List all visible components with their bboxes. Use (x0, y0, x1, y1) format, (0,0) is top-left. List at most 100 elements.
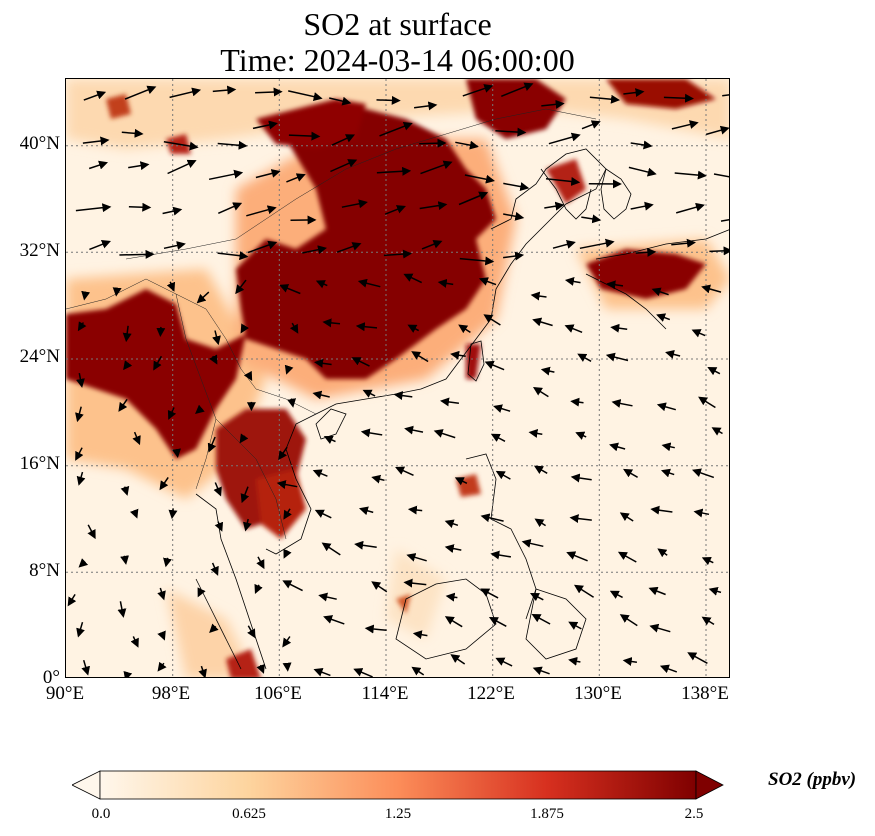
wind-arrow (212, 330, 221, 346)
map-subtitle-time: Time: 2024-03-14 06:00:00 (220, 42, 575, 78)
wind-arrow (659, 664, 678, 674)
wind-arrow (81, 659, 91, 676)
wind-arrow (196, 291, 210, 304)
wind-arrow (630, 140, 653, 150)
wind-arrow (564, 324, 583, 333)
so2-plume-layer (66, 79, 716, 677)
wind-arrow (360, 428, 383, 438)
wind-arrow (480, 588, 499, 599)
wind-arrow (276, 480, 298, 489)
wind-arrow (167, 407, 177, 420)
wind-arrow (75, 406, 84, 423)
wind-arrow (675, 202, 705, 214)
wind-arrow (663, 93, 694, 103)
wind-arrow (217, 202, 243, 214)
wind-arrow (132, 431, 141, 446)
wind-arrow (623, 468, 638, 478)
wind-arrow (312, 469, 328, 478)
wind-arrow (279, 284, 301, 295)
wind-arrow (283, 508, 292, 520)
wind-arrow (490, 433, 506, 442)
wind-arrow (213, 482, 222, 497)
wind-arrow (458, 324, 471, 334)
wind-arrow (566, 551, 588, 562)
wind-arrow (533, 465, 548, 475)
wind-arrow (210, 562, 219, 576)
wind-arrow (322, 318, 341, 328)
wind-arrow (692, 468, 715, 479)
wind-arrow (577, 353, 592, 362)
wind-arrow (246, 205, 277, 217)
wind-arrow (532, 317, 553, 327)
wind-arrow (198, 665, 207, 677)
colorbar-tick-3: 1.875 (530, 806, 564, 822)
wind-arrow (490, 550, 512, 560)
wind-arrow (444, 616, 463, 628)
wind-arrow (283, 548, 292, 559)
wind-arrow (630, 201, 654, 211)
wind-arrow (353, 668, 373, 677)
wind-arrow (606, 280, 624, 290)
lat-label-16n: 16°N (19, 453, 60, 474)
wind-arrow (650, 505, 673, 515)
wind-arrow (124, 85, 157, 100)
colorbar-gradient (99, 770, 697, 800)
wind-arrow (495, 127, 527, 137)
wind-arrow (330, 159, 358, 173)
wind-arrow (609, 442, 626, 452)
wind-arrow (351, 357, 370, 367)
wind-arrow (454, 477, 468, 486)
wind-arrow (661, 442, 675, 452)
wind-arrow (321, 542, 341, 556)
wind-arrow (128, 202, 152, 212)
wind-arrow (495, 470, 511, 480)
wind-arrow (302, 245, 327, 255)
wind-arrow (720, 218, 729, 222)
wind-arrow (357, 278, 381, 288)
wind-arrow (240, 486, 250, 504)
wind-arrow (256, 556, 265, 570)
wind-arrow (76, 372, 85, 388)
wind-arrow (570, 473, 592, 483)
wind-arrow (532, 666, 550, 676)
wind-arrow (323, 615, 345, 625)
wind-arrow (484, 360, 505, 371)
wind-arrow (656, 402, 677, 412)
wind-arrow (503, 211, 525, 221)
wind-arrow (503, 251, 525, 261)
wind-arrow (153, 355, 163, 371)
wind-arrow (163, 141, 199, 151)
wind-arrow (282, 580, 303, 592)
wind-arrow (157, 630, 166, 641)
wind-arrow (157, 587, 166, 601)
wind-arrow (286, 173, 306, 183)
wind-arrow (75, 447, 84, 461)
wind-arrow (315, 280, 328, 289)
lat-label-32n: 32°N (19, 240, 60, 261)
wind-arrow (76, 621, 85, 638)
wind-arrow (403, 273, 423, 284)
wind-arrow (628, 166, 657, 177)
wind-arrow (172, 448, 181, 458)
wind-arrow (255, 169, 281, 179)
lat-label-8n: 8°N (29, 560, 60, 581)
wind-arrow (450, 350, 466, 360)
wind-arrow (412, 630, 428, 640)
wind-arrow (284, 364, 294, 375)
wind-arrow (411, 666, 425, 676)
wind-arrow (129, 508, 139, 519)
wind-arrow (362, 389, 376, 398)
wind-vector-layer (67, 82, 729, 677)
wind-arrow (195, 404, 205, 414)
wind-arrow (376, 95, 401, 105)
wind-arrow (354, 540, 377, 550)
wind-arrow (78, 558, 89, 568)
wind-arrow (705, 125, 729, 136)
wind-arrow (698, 396, 716, 409)
wind-arrow (419, 201, 448, 211)
wind-arrow (480, 513, 504, 523)
wind-arrow (379, 122, 413, 137)
wind-arrow (674, 170, 707, 180)
wind-arrow (503, 182, 530, 192)
wind-arrow (122, 325, 132, 343)
